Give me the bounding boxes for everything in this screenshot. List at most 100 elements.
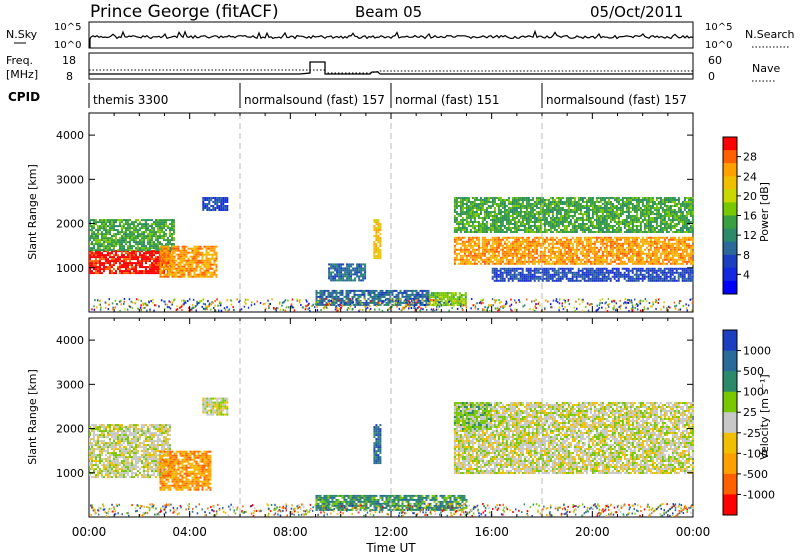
date-label: 05/Oct/2011: [590, 3, 683, 21]
velocity-near-range-echoes: [90, 503, 695, 517]
power-colorbar-tick: 16: [743, 210, 757, 223]
velocity-ytick-label: 4000: [56, 334, 84, 347]
power-ytick-label: 3000: [56, 173, 84, 186]
cpid-segment-label: themis 3300: [93, 93, 168, 107]
velocity-colorbar-tick: -1000: [743, 488, 775, 501]
velocity-colorbar-tick: 100: [743, 386, 764, 399]
velocity-colorbar-swatch: [723, 350, 737, 372]
cpid-segment-label: normalsound (fast) 157: [244, 93, 385, 107]
cpid-panel: CPID themis 3300 normalsound (fast) 157 no…: [8, 83, 687, 108]
power-colorbar-swatch: [723, 150, 737, 164]
power-echo-region: [315, 289, 430, 306]
x-tick-label: 04:00: [172, 525, 207, 539]
velocity-colorbar-swatch: [723, 432, 737, 454]
beam-label: Beam 05: [355, 3, 422, 21]
velocity-echo-region: [453, 402, 492, 430]
power-echo-region: [159, 245, 218, 278]
velocity-ytick-label: 3000: [56, 378, 84, 391]
cpid-label: CPID: [8, 90, 40, 104]
power-colorbar-tick: 24: [743, 170, 757, 183]
freq-tick-top: 18: [62, 54, 76, 67]
cpid-segment-label: normalsound (fast) 157: [546, 93, 687, 107]
power-echo-region: [202, 197, 229, 211]
power-echo-region: [89, 219, 175, 252]
power-ytick-label: 4000: [56, 129, 84, 142]
nave-tick-bottom: 0: [708, 70, 715, 83]
velocity-ytick-label: 2000: [56, 423, 84, 436]
power-colorbar-tick: 8: [743, 249, 750, 262]
nave-tick-top: 60: [708, 54, 722, 67]
power-colorbar-swatch: [723, 215, 737, 230]
velocity-colorbar-swatch: [723, 453, 737, 475]
station-title: Prince George (fitACF): [90, 2, 279, 22]
freq-trace: [89, 61, 693, 75]
x-axis-label: Time UT: [365, 541, 416, 554]
velocity-colorbar-swatch: [723, 494, 737, 516]
velocity-colorbar-tick: 500: [743, 365, 764, 378]
noise-tick-right-top: 10^5: [705, 22, 732, 33]
power-colorbar-swatch: [723, 202, 737, 216]
power-panel: 4000 3000 2000 1000 Slant Range [km]: [26, 112, 694, 313]
cpid-segment-label: normal (fast) 151: [395, 93, 499, 107]
power-ylabel: Slant Range [km]: [26, 164, 39, 260]
velocity-panel: 4000 3000 2000 1000 Slant Range [km]: [26, 317, 695, 518]
velocity-colorbar-swatch: [723, 330, 737, 352]
power-colorbar-swatch: [723, 176, 737, 190]
power-colorbar-swatch: [723, 163, 737, 177]
power-colorbar-label: Power [dB]: [758, 182, 771, 242]
power-colorbar-swatch: [723, 254, 737, 269]
nsearch-label: N.Search: [745, 28, 795, 41]
velocity-colorbar-swatch: [723, 371, 737, 393]
power-ytick-label: 2000: [56, 218, 84, 231]
power-colorbar-tick: 28: [743, 151, 757, 164]
velocity-colorbar-swatch: [723, 391, 737, 413]
x-tick-label: 00:00: [676, 525, 711, 539]
power-colorbar-swatch: [723, 137, 737, 151]
x-tick-label: 08:00: [273, 525, 308, 539]
freq-tick-bottom: 8: [66, 70, 73, 83]
power-colorbar-swatch: [723, 189, 737, 203]
freq-unit-label: [MHz]: [6, 68, 38, 81]
freq-label: Freq.: [6, 54, 33, 67]
velocity-echo-region: [373, 424, 382, 465]
power-ytick-label: 1000: [56, 262, 84, 275]
power-echo-region: [373, 219, 382, 260]
power-echo-region: [328, 263, 367, 282]
x-axis: 00:00 04:00 08:00 12:00 16:00 20:00 00:00: [72, 525, 711, 539]
velocity-colorbar-label: Velocity [m s⁻¹]: [758, 374, 771, 459]
velocity-colorbar-tick: -100: [743, 447, 768, 460]
noise-tick-left-bottom: 10^0: [54, 40, 81, 51]
velocity-colorbar-swatch: [723, 473, 737, 495]
power-colorbar-tick: 4: [743, 268, 750, 281]
velocity-colorbar-swatch: [723, 412, 737, 434]
nsky-trace: [89, 29, 694, 48]
power-echo-region: [453, 236, 694, 265]
freq-panel: Freq. [MHz] 18 8 60 0 Nave: [6, 52, 780, 83]
power-colorbar-tick: 12: [743, 229, 757, 242]
noise-tick-left-top: 10^5: [54, 22, 81, 33]
velocity-colorbar-tick: -500: [743, 468, 768, 481]
nsky-label: N.Sky: [6, 28, 38, 41]
x-tick-label: 12:00: [374, 525, 409, 539]
velocity-colorbar-tick: -25: [743, 427, 761, 440]
velocity-echo-region: [202, 397, 229, 416]
x-tick-label: 16:00: [474, 525, 509, 539]
power-echo-region: [491, 267, 694, 282]
noise-panel: N.Sky N.Search 10^5 10^0 10^5 10^0: [6, 21, 795, 51]
power-colorbar: 28 24 20 16 12 8 4: [722, 136, 757, 295]
velocity-colorbar: 1000 500 100 25 -25 -100 -500 -1000: [722, 329, 775, 516]
power-echo-region: [453, 197, 694, 233]
power-colorbar-swatch: [723, 241, 737, 256]
x-tick-label: 00:00: [72, 525, 107, 539]
power-colorbar-tick: 20: [743, 190, 757, 203]
velocity-echo-region: [159, 450, 212, 491]
power-colorbar-swatch: [723, 267, 737, 282]
power-colorbar-swatch: [723, 280, 737, 295]
velocity-colorbar-tick: 25: [743, 406, 757, 419]
nave-trace: [89, 69, 693, 74]
nave-label: Nave: [752, 62, 780, 75]
noise-tick-right-bottom: 10^0: [705, 40, 732, 51]
velocity-colorbar-tick: 1000: [743, 345, 771, 358]
velocity-ylabel: Slant Range [km]: [26, 369, 39, 465]
